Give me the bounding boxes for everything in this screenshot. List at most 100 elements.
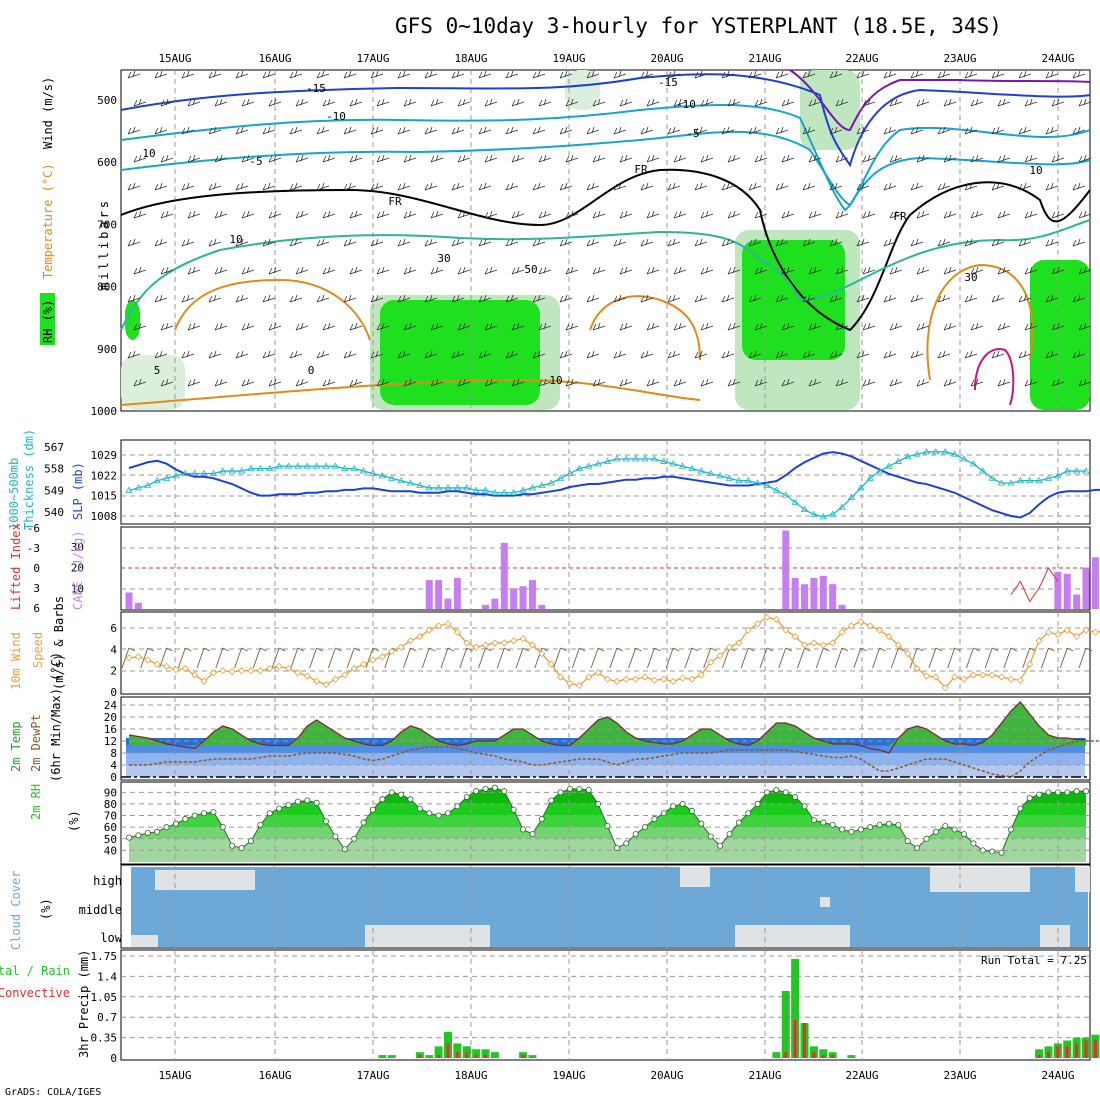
y-tick-label: 20 <box>104 711 117 724</box>
thickness-marker <box>772 486 781 493</box>
surface-wind-barb <box>571 647 586 669</box>
wind-barb <box>694 238 708 247</box>
wind-barb <box>532 350 546 359</box>
cape-bar <box>782 530 790 609</box>
rh-marker <box>454 803 461 810</box>
bottom-date-label: 18AUG <box>454 1069 487 1082</box>
contour-line <box>974 348 1015 406</box>
chart-title: GFS 0~10day 3-hourly for YSTERPLANT (18.… <box>395 14 1002 38</box>
wind-speed-marker <box>800 641 809 649</box>
wind-barb <box>268 322 282 331</box>
thickness-marker <box>904 452 912 460</box>
wind-barb <box>262 182 276 191</box>
rh-marker <box>782 789 789 796</box>
wind-speed-marker <box>763 613 771 621</box>
y-tick-label: 1.75 <box>91 950 118 963</box>
wind-barb <box>484 98 498 107</box>
rh-legend-label: RH (%) <box>41 300 55 343</box>
wind-barb <box>322 378 336 387</box>
wind-barb <box>403 322 417 331</box>
wind-barb <box>619 266 633 275</box>
wind-barb <box>856 126 870 135</box>
thickness-marker <box>538 481 546 488</box>
wind-barb <box>133 322 147 331</box>
wind-barb <box>862 154 876 163</box>
wind-speed-marker <box>1026 660 1034 668</box>
wind-speed-marker <box>838 628 846 636</box>
y-tick-label: 558 <box>44 463 64 476</box>
surface-wind-barb <box>665 647 680 669</box>
wind-speed-marker <box>481 641 490 649</box>
wind-barb <box>241 210 255 219</box>
wind-barb <box>997 98 1011 107</box>
wind-barb <box>187 266 201 275</box>
thickness-marker <box>500 488 509 496</box>
wind-barb <box>154 350 168 359</box>
rh-marker <box>632 831 639 838</box>
wind-barb <box>1045 126 1059 135</box>
thickness-marker <box>1082 467 1090 474</box>
wind-barb <box>451 238 465 247</box>
precip-total-bar <box>387 1055 396 1058</box>
y-tick-label: 40 <box>104 844 117 857</box>
wind-barb <box>559 294 573 303</box>
wind-barb <box>997 266 1011 275</box>
rh-marker <box>229 842 236 849</box>
rh-marker <box>707 833 714 840</box>
rh-marker <box>548 797 555 804</box>
cape-bar <box>510 588 518 609</box>
wind-barb <box>289 238 303 247</box>
wind-barb <box>424 238 438 247</box>
wind-barb <box>748 238 762 247</box>
bottom-date-label: 23AUG <box>943 1069 976 1082</box>
wind-speed-marker <box>172 666 180 674</box>
rh-marker <box>932 828 939 835</box>
wind-barb <box>964 182 978 191</box>
thickness-marker <box>885 462 893 469</box>
wind-barb <box>802 350 816 359</box>
wind-barb <box>943 154 957 163</box>
wind-barb <box>154 294 168 303</box>
precip-total-bar <box>791 958 800 1058</box>
wind-barb <box>1024 322 1038 331</box>
wind-speed-marker <box>294 669 302 677</box>
wind-barb <box>1045 238 1059 247</box>
thickness-marker <box>406 479 415 486</box>
wind-barb <box>565 322 579 331</box>
rh-marker <box>885 820 892 827</box>
wind-barb <box>349 378 363 387</box>
wind-barb <box>1078 378 1092 387</box>
wind-barb <box>235 238 249 247</box>
rh-marker <box>294 798 301 805</box>
wind-barb <box>883 70 897 79</box>
wind-barb <box>262 70 276 79</box>
wind-barb <box>829 238 843 247</box>
precip-convective-bar <box>418 1055 422 1058</box>
wind-barb <box>1024 266 1038 275</box>
thickness-marker <box>144 481 152 488</box>
wind-barb <box>370 182 384 191</box>
wind-barb <box>646 98 660 107</box>
temperature-line <box>128 701 1086 754</box>
surface-wind-barb <box>965 647 980 669</box>
wind-barb <box>781 322 795 331</box>
wind10m-label-2: Speed <box>31 632 45 668</box>
rh-marker <box>323 818 330 825</box>
wind-barb <box>646 322 660 331</box>
wind-barb <box>559 70 573 79</box>
rh-marker <box>679 800 686 807</box>
wind-barb <box>856 70 870 79</box>
rh-marker <box>238 845 245 852</box>
wind-barb <box>781 98 795 107</box>
wind-speed-marker <box>500 639 508 647</box>
wind-barb <box>208 126 222 135</box>
wind-barb <box>268 378 282 387</box>
thickness-marker <box>1063 467 1071 474</box>
y-tick-label: 4 <box>110 759 117 772</box>
temperature-legend-label: Temperature (°C) <box>41 163 55 279</box>
y-tick-label: 0.7 <box>97 1011 117 1024</box>
thickness-marker <box>678 462 687 469</box>
wind-speed-marker <box>575 682 583 690</box>
rh-shading <box>380 300 540 405</box>
wind-barb <box>376 266 390 275</box>
